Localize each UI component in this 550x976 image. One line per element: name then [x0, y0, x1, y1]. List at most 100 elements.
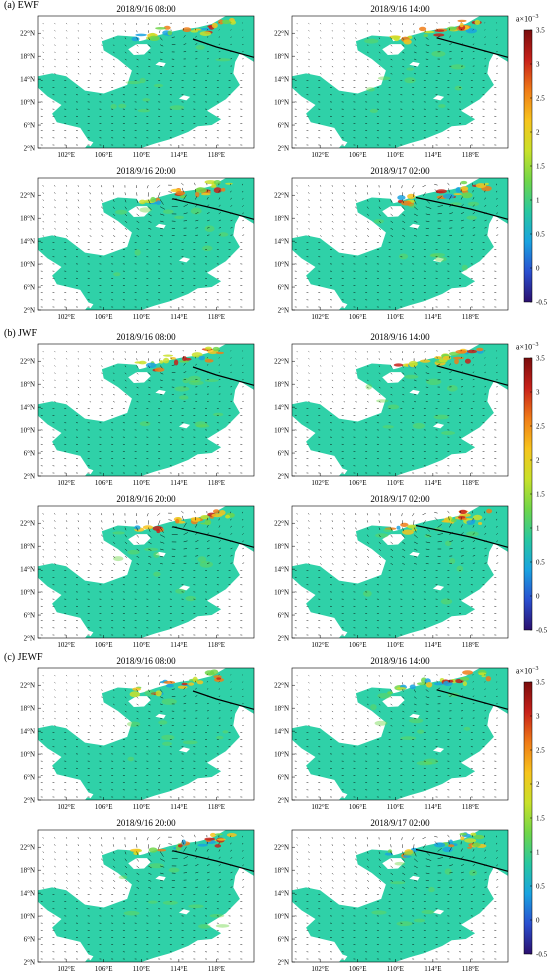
map-sea-region [292, 506, 508, 638]
colorbar-tick-label: 3.5 [536, 679, 545, 687]
wind-vector [218, 36, 221, 38]
wind-vector [89, 563, 92, 565]
hotspot-mark [467, 349, 477, 354]
wind-vector [296, 563, 299, 565]
wind-vector [112, 37, 115, 40]
wind-vector [402, 365, 404, 368]
x-tick-label: 106°E [349, 151, 367, 159]
wind-vector [496, 36, 498, 38]
land-island-2 [409, 223, 420, 229]
colorbar-unit: a×10−3 [516, 666, 538, 676]
wind-vector [366, 696, 369, 699]
anomaly-mark [377, 76, 391, 81]
hotspot-mark [214, 833, 223, 836]
wind-vector [206, 50, 209, 53]
wind-vector [42, 228, 45, 230]
map-sea-region [292, 830, 508, 962]
wind-vector [343, 37, 345, 39]
wind-vector [402, 689, 404, 692]
wind-vector [343, 51, 345, 54]
wind-vector [296, 37, 298, 39]
wind-vector [65, 185, 68, 187]
wind-vector [355, 837, 357, 840]
wind-vector [320, 401, 322, 403]
wind-vector [195, 50, 198, 53]
wind-vector [402, 30, 404, 33]
wind-vector [181, 515, 184, 521]
wind-vector [136, 235, 140, 237]
wind-vector [320, 689, 322, 691]
colorbar-tick-label: 1.5 [536, 815, 545, 823]
wind-vector [242, 183, 244, 186]
wind-vector [366, 185, 368, 188]
wind-vector [460, 204, 464, 207]
y-tick-label: 6°N [24, 122, 35, 130]
wind-vector [159, 206, 166, 210]
wind-vector [160, 696, 164, 699]
y-tick-label: 2°N [278, 473, 289, 481]
anomaly-mark [428, 886, 435, 893]
wind-vector [366, 358, 369, 360]
wind-vector [195, 847, 198, 852]
wind-vector [460, 687, 463, 690]
typhoon-track [172, 198, 255, 220]
wind-vector [366, 228, 370, 230]
wind-vector [496, 43, 498, 45]
wind-vector [425, 717, 428, 719]
hotspot-mark [484, 182, 489, 186]
wind-vector [101, 563, 104, 565]
hotspot-mark [155, 27, 167, 30]
wind-vector [320, 394, 322, 396]
wind-vector [355, 30, 357, 32]
wind-vector [496, 234, 499, 236]
wind-vector [183, 687, 186, 690]
y-tick-label: 18°N [20, 867, 35, 875]
wind-vector [378, 520, 380, 523]
x-tick-label: 118°E [208, 641, 225, 649]
wind-vector [460, 879, 464, 881]
wind-vector [296, 206, 298, 209]
x-tick-label: 118°E [462, 151, 479, 159]
wind-vector [206, 517, 208, 521]
wind-vector [136, 703, 139, 706]
wind-vector [308, 192, 310, 194]
map-frame [37, 177, 255, 311]
wind-vector [390, 73, 393, 75]
wind-vector [308, 865, 310, 868]
wind-vector [124, 30, 126, 33]
wind-vector [472, 219, 476, 222]
land-island-4 [339, 954, 348, 961]
wind-vector [320, 837, 322, 839]
hotspot-mark [457, 19, 467, 23]
wind-vector [136, 206, 139, 210]
wind-vector [218, 849, 221, 852]
wind-vector [320, 66, 322, 68]
hotspot-mark [229, 20, 236, 25]
wind-vector [136, 37, 138, 40]
wind-vector [112, 703, 115, 706]
wind-vector [54, 394, 56, 396]
map-sea-region [292, 668, 508, 800]
hotspot-mark [481, 675, 486, 678]
y-tick-label: 6°N [278, 612, 289, 620]
wind-vector [218, 532, 221, 535]
y-tick-label: 6°N [24, 612, 35, 620]
wind-vector [296, 386, 298, 388]
wind-vector [424, 682, 426, 685]
wind-vector [331, 37, 334, 39]
wind-vector [296, 703, 298, 705]
hotspot-mark [459, 513, 471, 517]
wind-vector [101, 23, 103, 25]
wind-vector [378, 358, 380, 360]
wind-vector [355, 372, 357, 374]
wind-vector [378, 527, 381, 531]
hotspot-mark [473, 834, 485, 840]
wind-vector [355, 513, 357, 516]
hotspot-mark [200, 27, 212, 31]
wind-vector [355, 365, 357, 367]
wind-vector [182, 350, 184, 352]
wind-vector [206, 688, 209, 690]
wind-vector [77, 235, 80, 237]
x-tick-label: 110°E [387, 313, 404, 321]
wind-vector [308, 199, 310, 202]
